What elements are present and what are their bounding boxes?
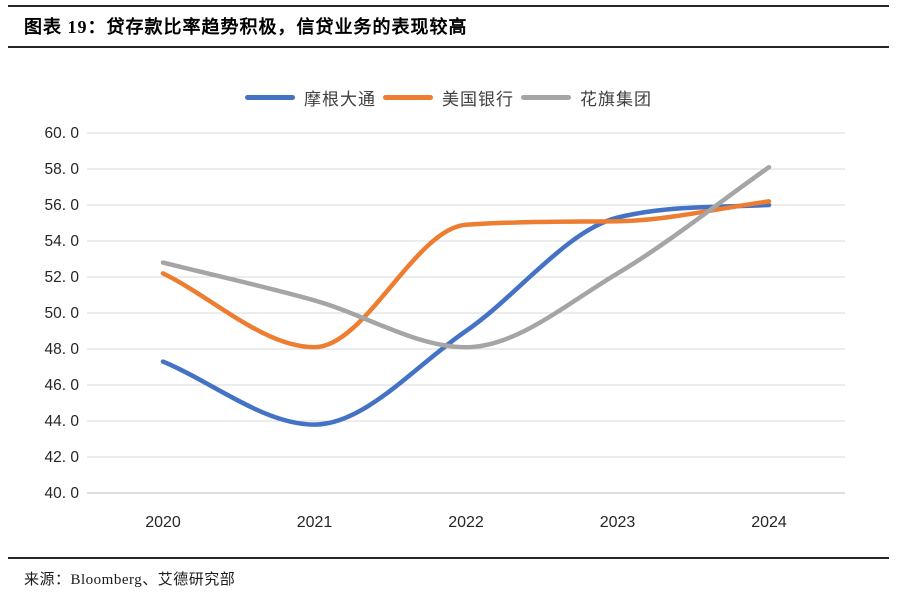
y-tick-label: 48. 0 xyxy=(45,341,80,358)
legend-label-jpmorgan: 摩根大通 xyxy=(304,90,376,109)
y-tick-label: 44. 0 xyxy=(45,413,80,430)
y-tick-label: 54. 0 xyxy=(45,233,80,250)
y-tick-label: 42. 0 xyxy=(45,449,80,466)
legend-marker-bank-of-america xyxy=(383,95,433,100)
series-line-摩根大通 xyxy=(160,202,772,427)
legend-item-bank-of-america: 美国银行 xyxy=(383,85,514,110)
legend-label-citigroup: 花旗集团 xyxy=(580,90,652,109)
x-tick-label: 2022 xyxy=(448,514,484,531)
chart-legend: 摩根大通 美国银行 花旗集团 xyxy=(0,85,897,110)
x-tick-label: 2024 xyxy=(751,514,787,531)
y-tick-label: 52. 0 xyxy=(45,269,80,286)
y-tick-label: 56. 0 xyxy=(45,197,80,214)
y-tick-label: 60. 0 xyxy=(45,125,80,142)
series-line-美国银行 xyxy=(160,199,772,350)
y-tick-label: 58. 0 xyxy=(45,161,80,178)
x-tick-label: 2023 xyxy=(600,514,636,531)
source-note: 来源：Bloomberg、艾德研究部 xyxy=(24,572,236,588)
legend-item-jpmorgan: 摩根大通 xyxy=(245,85,376,110)
x-tick-label: 2021 xyxy=(297,514,333,531)
legend-marker-jpmorgan xyxy=(245,95,295,100)
figure-title: 图表 19：贷存款比率趋势积极，信贷业务的表现较高 xyxy=(24,17,468,37)
legend-item-citigroup: 花旗集团 xyxy=(521,85,652,110)
series-line-花旗集团 xyxy=(160,164,772,350)
y-tick-label: 40. 0 xyxy=(45,485,80,502)
y-tick-label: 50. 0 xyxy=(45,305,80,322)
top-rule xyxy=(8,5,889,7)
title-divider-rule xyxy=(8,46,889,48)
y-tick-label: 46. 0 xyxy=(45,377,80,394)
footer-divider-rule xyxy=(8,557,889,559)
legend-marker-citigroup xyxy=(521,95,571,100)
x-tick-label: 2020 xyxy=(145,514,181,531)
legend-label-bank-of-america: 美国银行 xyxy=(442,90,514,109)
